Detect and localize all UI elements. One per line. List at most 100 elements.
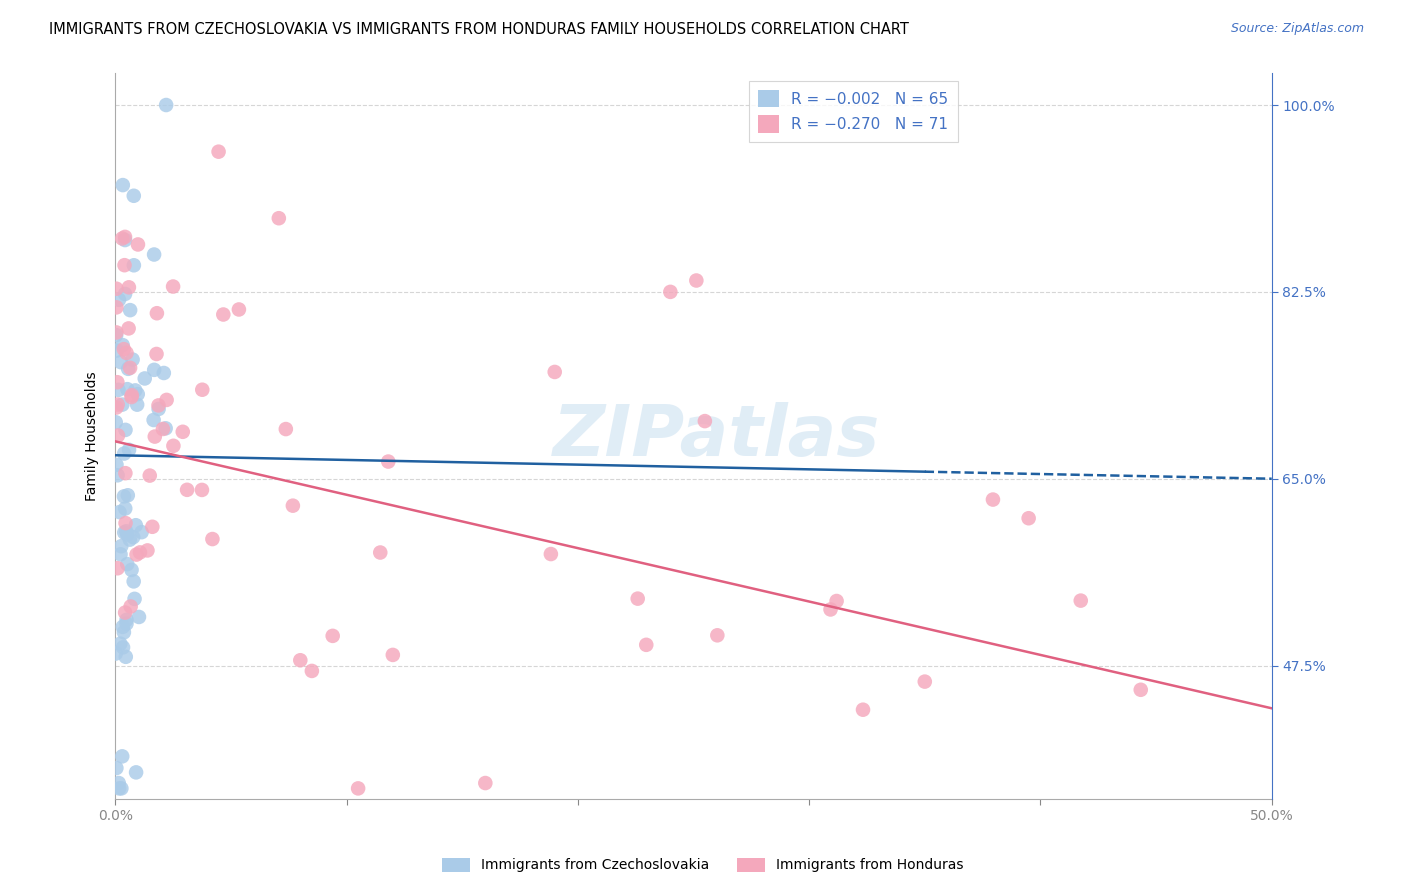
Point [540,547,562,561]
Point [111,178,134,193]
Point [124,384,146,398]
Point [105,328,128,343]
Point [117,527,139,541]
Point [134,371,156,385]
Point [122,188,145,202]
Point [107,561,129,575]
Point [117,361,139,376]
Point [121,352,143,367]
Point [201,532,224,546]
Point [141,520,163,534]
Point [120,599,142,614]
Point [852,703,875,717]
Point [114,230,136,244]
Point [636,638,658,652]
Point [121,563,143,577]
Point [108,293,131,307]
Point [114,287,136,301]
Point [122,258,145,272]
Point [659,285,682,299]
Point [114,516,136,530]
Point [111,231,134,245]
Point [156,392,179,407]
Point [267,211,290,226]
Point [110,355,132,369]
Point [117,557,139,571]
Point [105,282,128,296]
Point [693,414,716,428]
Point [122,530,145,544]
Point [120,303,142,318]
Point [107,397,129,411]
Point [191,483,214,497]
Point [347,781,370,796]
Point [127,387,149,401]
Point [110,637,132,651]
Point [127,237,149,252]
Point [544,365,567,379]
Point [108,781,131,796]
Point [162,279,184,293]
Point [114,233,136,247]
Point [145,347,167,361]
Point [474,776,496,790]
Text: ZIPatlas: ZIPatlas [553,401,880,470]
Point [128,610,150,624]
Point [121,388,143,402]
Point [155,98,177,112]
Point [191,383,214,397]
Point [274,422,297,436]
Point [110,781,132,796]
Point [118,533,141,547]
Point [120,360,142,375]
Point [112,525,135,540]
Point [172,425,194,439]
Point [136,543,159,558]
Point [120,390,142,404]
Point [105,343,128,358]
Point [105,326,128,340]
Point [1018,511,1040,525]
Text: IMMIGRANTS FROM CZECHOSLOVAKIA VS IMMIGRANTS FROM HONDURAS FAMILY HOUSEHOLDS COR: IMMIGRANTS FROM CZECHOSLOVAKIA VS IMMIGR… [49,22,910,37]
Point [111,338,134,352]
Point [228,302,250,317]
Point [131,525,153,540]
Point [110,547,132,561]
Point [114,423,136,437]
Point [111,749,134,764]
Point [152,422,174,436]
Point [104,415,127,429]
Point [155,421,177,435]
Point [820,602,842,616]
Point [115,613,138,627]
Point [112,640,135,655]
Point [112,489,135,503]
Point [143,363,166,377]
Point [112,342,135,356]
Point [685,273,707,287]
Point [125,548,148,562]
Point [143,247,166,261]
Point [110,539,132,553]
Point [914,674,936,689]
Point [115,524,138,539]
Point [117,488,139,502]
Point [127,398,149,412]
Point [107,383,129,397]
Point [114,606,136,620]
Point [117,321,139,335]
Point [115,346,138,360]
Point [104,647,127,661]
Point [112,446,135,460]
Point [322,629,344,643]
Point [212,308,235,322]
Point [122,574,145,589]
Legend: R = −0.002   N = 65, R = −0.270   N = 71: R = −0.002 N = 65, R = −0.270 N = 71 [748,80,957,142]
Point [111,620,134,634]
Point [148,401,170,416]
Point [112,625,135,640]
Text: Source: ZipAtlas.com: Source: ZipAtlas.com [1230,22,1364,36]
Point [627,591,650,606]
Point [124,591,146,606]
Point [115,616,138,631]
